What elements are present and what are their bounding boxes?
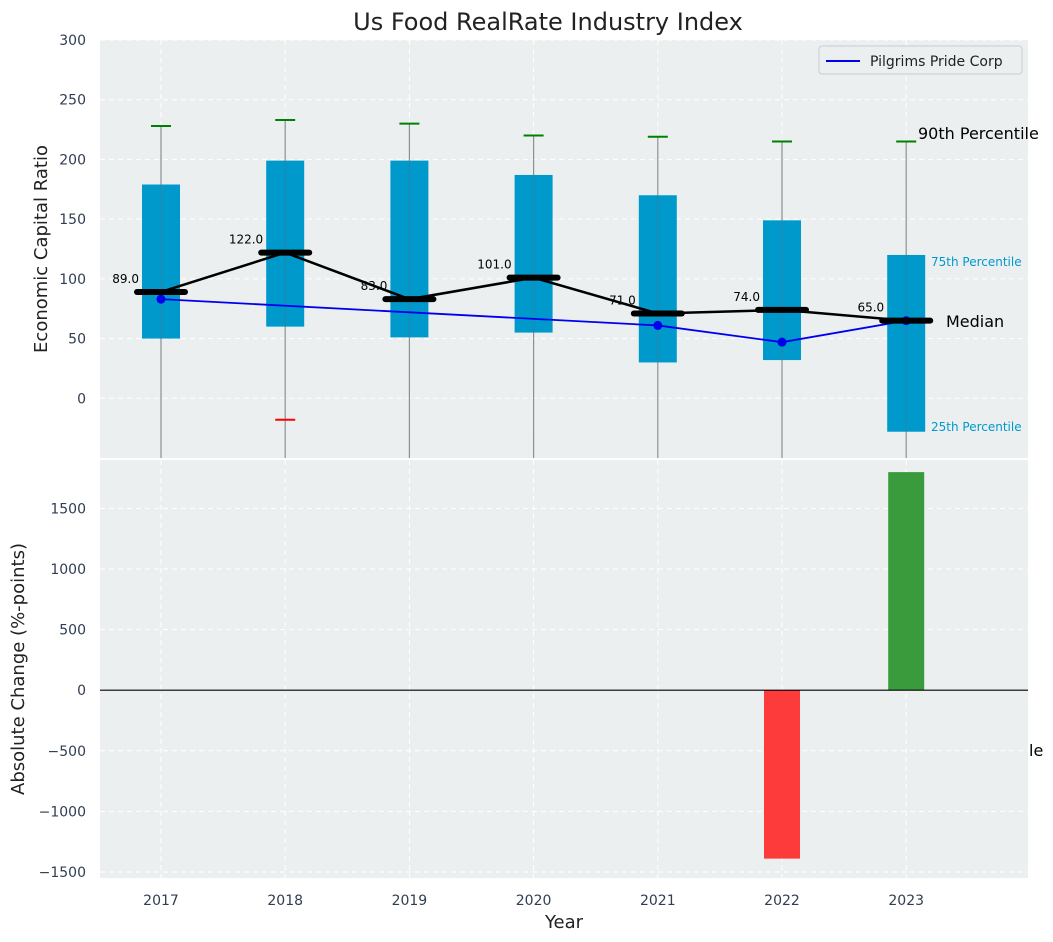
legend-label: Pilgrims Pride Corp (870, 54, 1003, 70)
legend: Pilgrims Pride Corp (818, 45, 1023, 75)
y-tick-label: 500 (59, 623, 86, 639)
company-point (777, 337, 787, 347)
top-panel-y-ticks: 0 50 100 150 200 250 300 (59, 33, 86, 407)
annotation-25th-percentile: 25th Percentile (931, 420, 1022, 434)
x-axis-label: Year (544, 912, 584, 933)
median-value-label: 89.0 (112, 272, 139, 286)
bottom-panel-ylabel: Absolute Change (%-points) (8, 543, 29, 795)
change-bars (764, 472, 925, 859)
company-point (653, 320, 663, 330)
company-line (160, 298, 907, 344)
annotation-75th-percentile: 75th Percentile (931, 255, 1022, 269)
x-tick-label: 2018 (267, 893, 303, 909)
x-tick-label: 2020 (516, 893, 552, 909)
median-value-label: 74.0 (733, 290, 760, 304)
y-tick-label: −1000 (39, 804, 86, 820)
chart-title: Us Food RealRate Industry Index (353, 8, 743, 36)
y-tick-label: 1500 (50, 501, 86, 517)
annotation-90th-percentile: 90th Percentile (918, 124, 1039, 143)
company-point (156, 294, 166, 304)
change-bar (888, 472, 925, 691)
y-tick-label: 300 (59, 33, 86, 49)
x-tick-labels: 2017 2018 2019 2020 2021 2022 2023 (143, 893, 924, 909)
y-tick-label: 1000 (50, 562, 86, 578)
median-value-label: 101.0 (477, 258, 511, 272)
clipped-annotation: le (1029, 741, 1043, 760)
median-value-label: 71.0 (609, 293, 636, 307)
x-tick-label: 2017 (143, 893, 179, 909)
y-tick-label: 250 (59, 93, 86, 109)
bottom-panel-background (100, 460, 1028, 878)
top-panel-ylabel: Economic Capital Ratio (31, 145, 52, 353)
x-tick-label: 2022 (764, 893, 800, 909)
y-tick-label: 0 (77, 683, 86, 699)
y-tick-label: 100 (59, 272, 86, 288)
y-tick-label: 0 (77, 391, 86, 407)
y-tick-label: 150 (59, 212, 86, 228)
median-value-label: 83.0 (361, 279, 388, 293)
box-series: 89.0 122.0 83.0 101.0 71.0 74.0 65.0 (112, 119, 934, 458)
y-tick-label: 50 (68, 332, 86, 348)
x-tick-label: 2019 (392, 893, 428, 909)
x-tick-label: 2021 (640, 893, 676, 909)
y-tick-label: −500 (48, 744, 86, 760)
median-value-label: 122.0 (229, 233, 263, 247)
median-value-label: 65.0 (857, 301, 884, 315)
annotation-median: Median (946, 312, 1004, 331)
y-tick-label: 200 (59, 152, 86, 168)
y-tick-label: −1500 (39, 865, 86, 881)
x-tick-label: 2023 (888, 893, 924, 909)
bottom-panel-y-ticks: −1500 −1000 −500 0 500 1000 1500 (39, 501, 86, 880)
change-bar (764, 690, 800, 859)
top-panel-background (100, 40, 1028, 458)
legend-box (818, 45, 1023, 75)
